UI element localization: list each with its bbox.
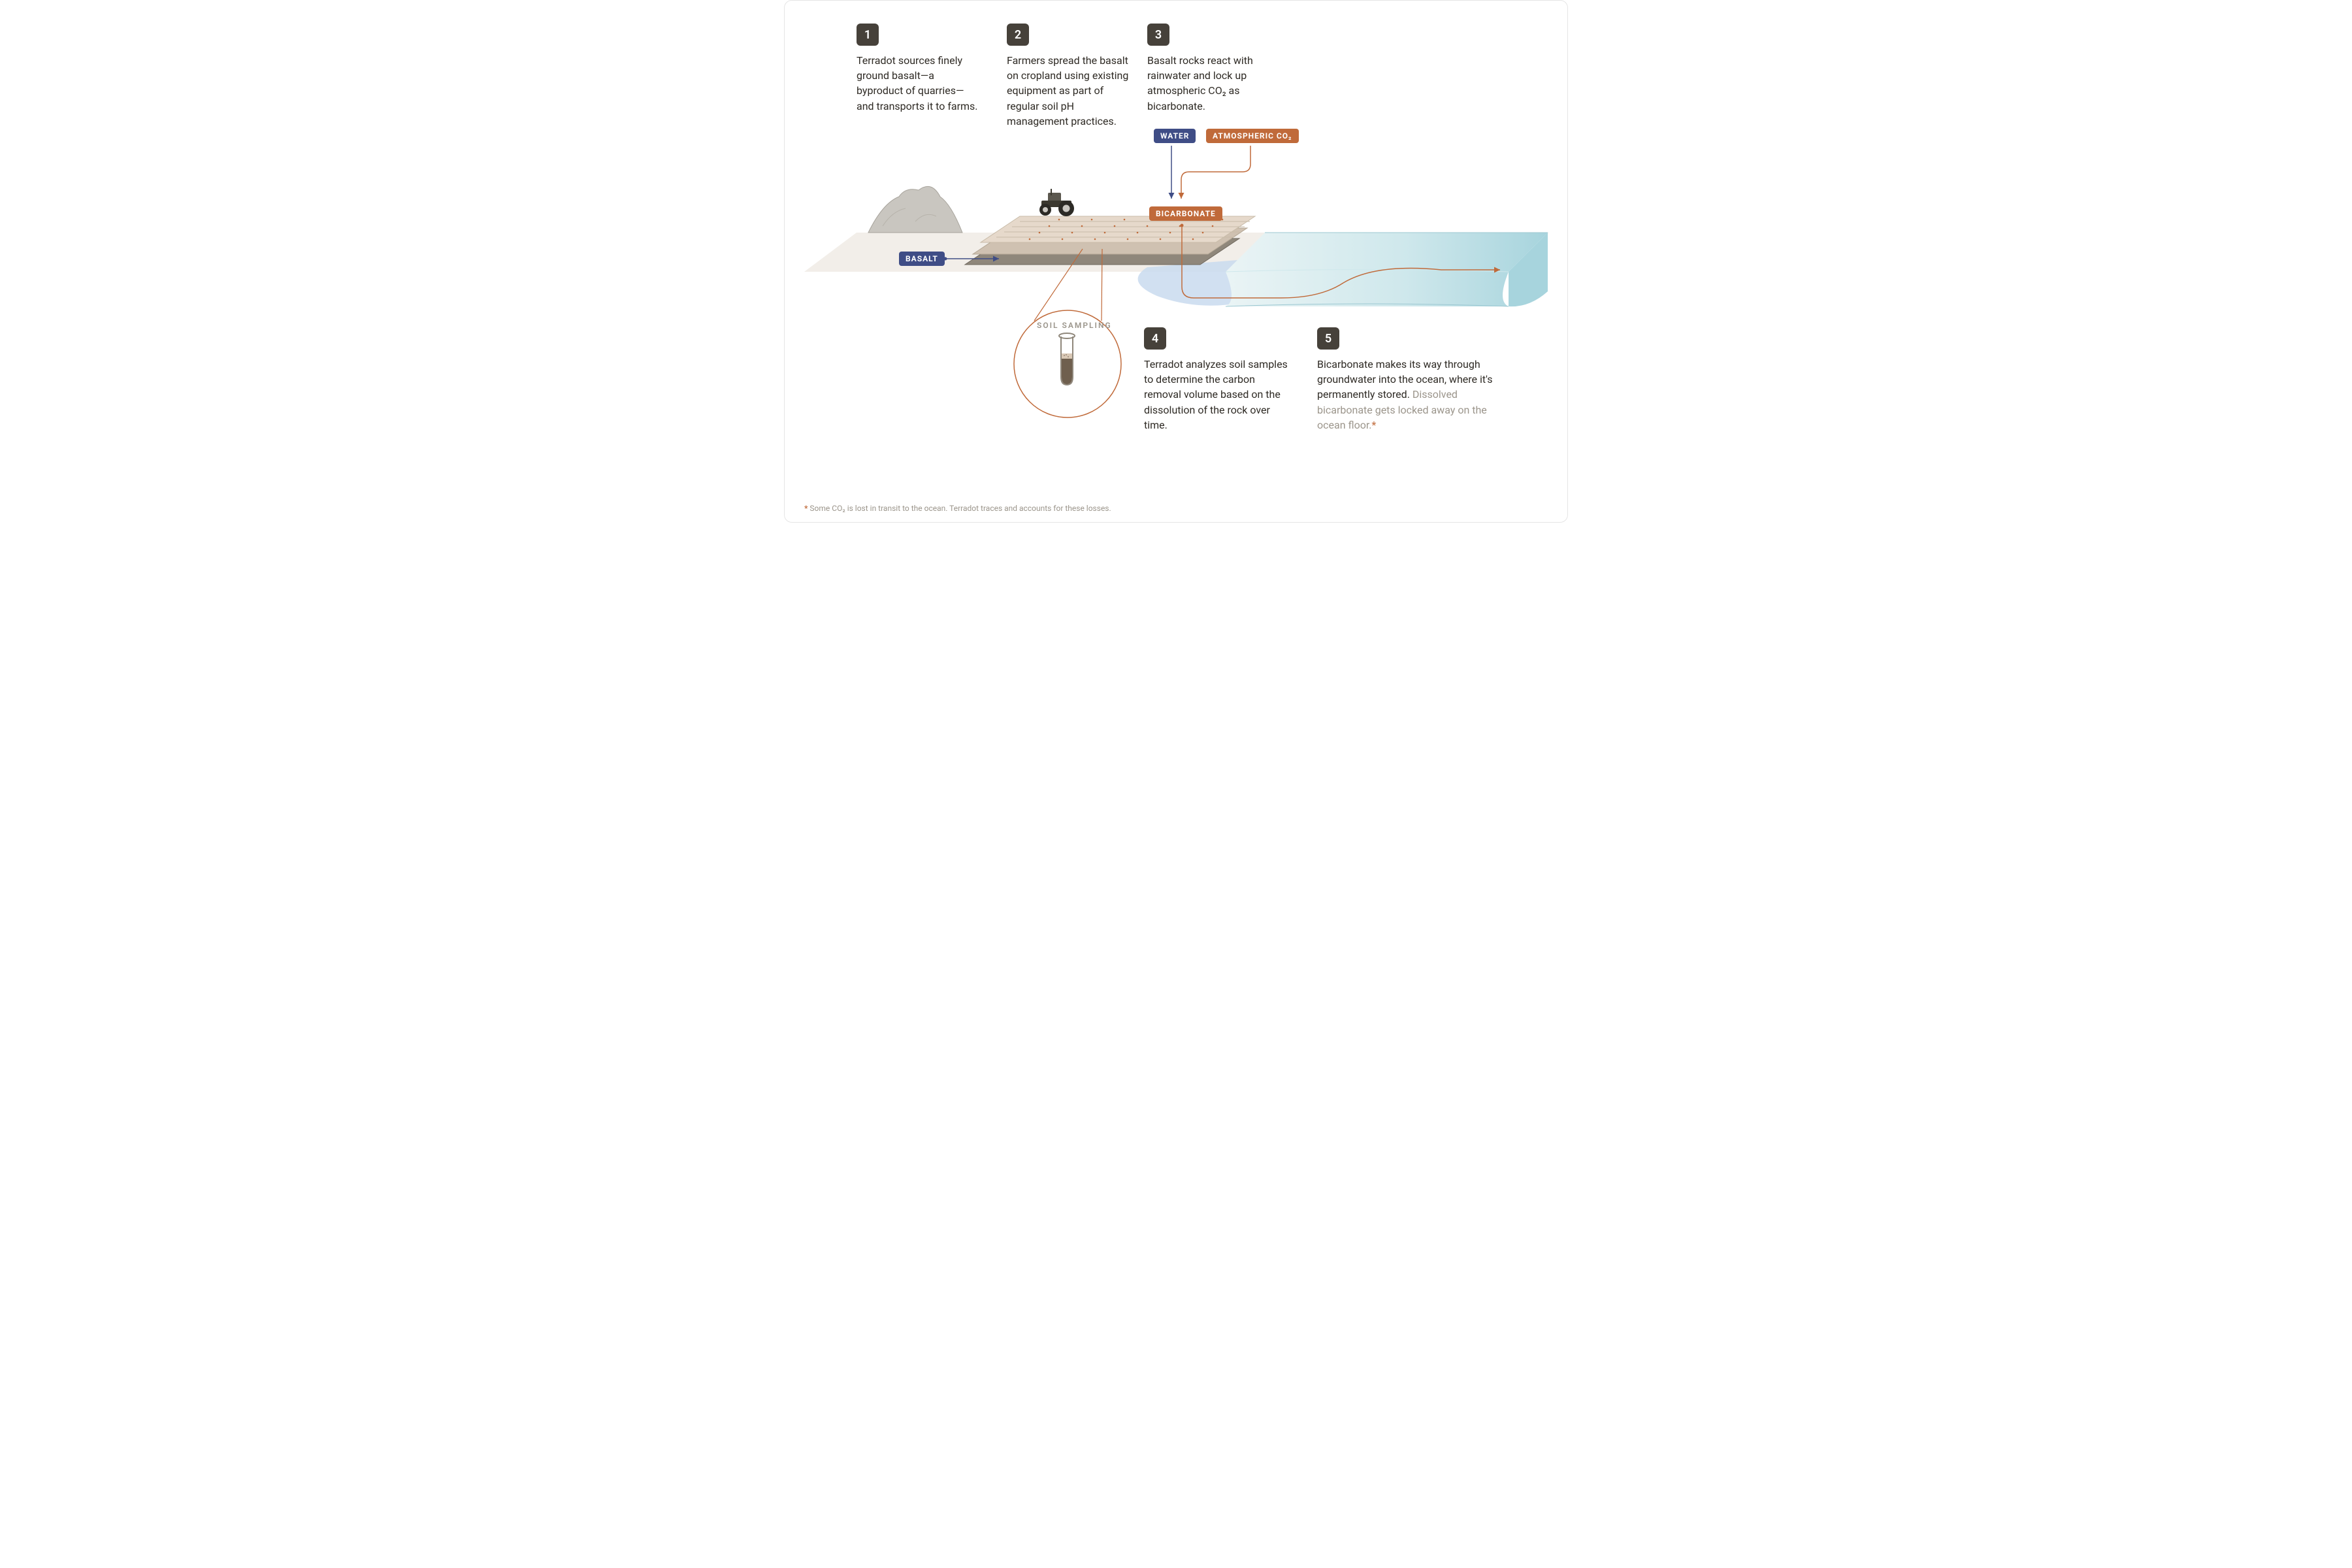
step-3-number: 3 — [1147, 24, 1169, 46]
test-tube-icon — [1059, 333, 1075, 385]
step-2-number: 2 — [1007, 24, 1029, 46]
label-water: WATER — [1154, 129, 1196, 143]
step-5-text: Bicarbonate makes its way through ground… — [1317, 357, 1500, 433]
step-4-text: Terradot analyzes soil samples to determ… — [1144, 357, 1288, 433]
step-5-number: 5 — [1317, 327, 1339, 350]
infographic-frame: 1 Terradot sources finely ground basalt—… — [784, 0, 1568, 523]
footnote: * Some CO₂ is lost in transit to the oce… — [804, 504, 1111, 513]
label-basalt: BASALT — [899, 252, 945, 266]
basalt-pile-icon — [868, 186, 962, 233]
label-co2: ATMOSPHERIC CO₂ — [1206, 129, 1299, 143]
step-5-asterisk: * — [1372, 419, 1377, 431]
footnote-text: Some CO₂ is lost in transit to the ocean… — [808, 504, 1111, 513]
step-3-text: Basalt rocks react with rainwater and lo… — [1147, 53, 1278, 114]
arrow-co2-down — [1181, 146, 1250, 199]
step-4-number: 4 — [1144, 327, 1166, 350]
step-5-main: Bicarbonate makes its way through ground… — [1317, 358, 1493, 400]
step-2-text: Farmers spread the basalt on cropland us… — [1007, 53, 1134, 129]
label-soil-sampling: SOIL SAMPLING — [1037, 321, 1112, 330]
tractor-icon — [1039, 189, 1074, 216]
step-1-text: Terradot sources finely ground basalt—a … — [857, 53, 981, 114]
field-layers — [965, 216, 1255, 265]
label-bicarbonate: BICARBONATE — [1149, 206, 1222, 221]
step-1-number: 1 — [857, 24, 879, 46]
